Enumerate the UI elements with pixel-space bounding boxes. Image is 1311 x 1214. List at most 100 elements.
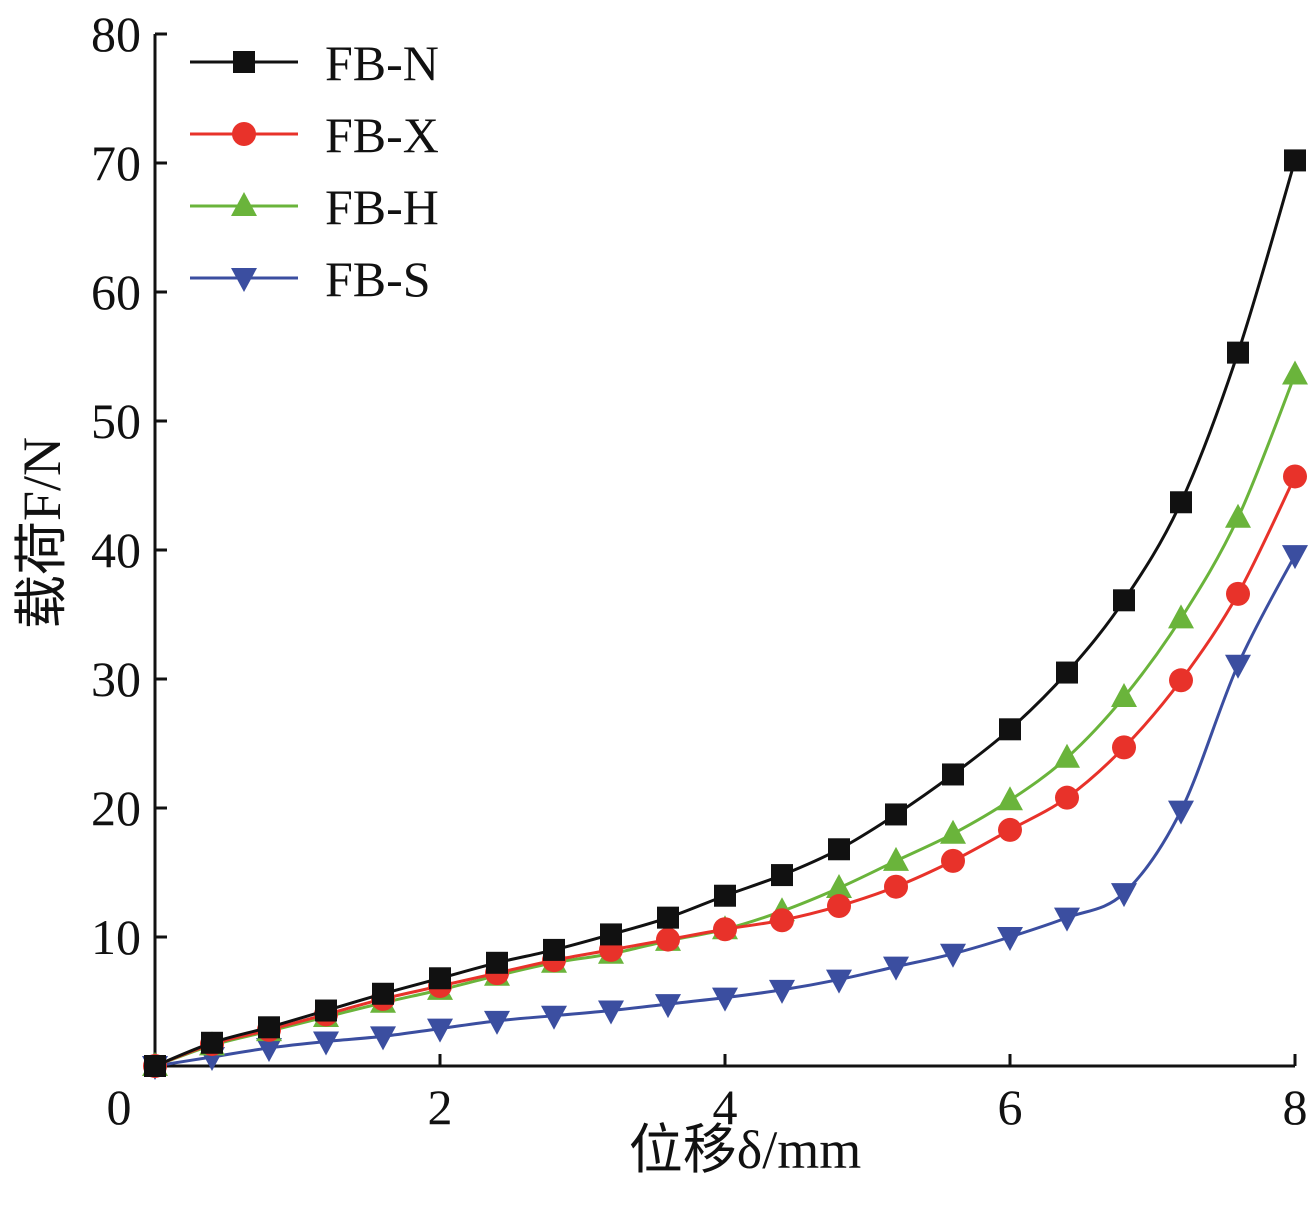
legend-label-fb-x: FB-X <box>325 107 439 163</box>
data-point-fb-s <box>712 987 738 1012</box>
x-tick-label: 2 <box>428 1079 453 1135</box>
data-point-fb-s <box>541 1005 567 1030</box>
data-point-fb-s <box>256 1037 282 1062</box>
y-tick-label: 40 <box>91 522 141 578</box>
data-point-fb-n <box>144 1055 166 1077</box>
data-point-fb-s <box>769 979 795 1004</box>
data-point-fb-s <box>1111 883 1137 908</box>
data-point-fb-h <box>826 873 852 898</box>
y-tick-label: 20 <box>91 780 141 836</box>
legend-marker-fb-h <box>231 192 257 216</box>
legend-item-fb-n: FB-N <box>190 35 439 91</box>
data-point-fb-n <box>657 906 679 929</box>
data-point-fb-x <box>884 874 908 899</box>
data-point-fb-s <box>598 1000 624 1025</box>
data-point-fb-n <box>1170 491 1192 514</box>
data-point-fb-h <box>1168 604 1194 629</box>
data-point-fb-s <box>1168 800 1194 825</box>
y-tick-label: 10 <box>91 909 141 965</box>
y-tick-label: 50 <box>91 393 141 449</box>
data-point-fb-x <box>1169 668 1193 693</box>
data-point-fb-n <box>1056 661 1078 684</box>
ticks: 0 2 4 6 8 10 20 30 40 50 60 70 80 <box>91 6 1308 1135</box>
series-fb-h <box>142 360 1308 1076</box>
data-point-fb-n <box>201 1031 223 1054</box>
data-point-fb-x <box>1055 785 1079 810</box>
data-point-fb-x <box>998 817 1022 842</box>
series-fb-x <box>143 464 1307 1078</box>
data-point-fb-h <box>1111 683 1137 708</box>
data-point-fb-x <box>1283 464 1307 489</box>
data-point-fb-n <box>429 967 451 990</box>
legend-item-fb-s: FB-S <box>190 251 431 307</box>
y-axis-title: 载荷F/N <box>12 437 72 629</box>
data-point-fb-n <box>828 838 850 861</box>
data-point-fb-s <box>427 1018 453 1043</box>
data-point-fb-h <box>1282 360 1308 385</box>
data-point-fb-n <box>600 923 622 946</box>
data-point-fb-x <box>1226 581 1250 606</box>
data-point-fb-n <box>999 718 1021 741</box>
data-point-fb-n <box>1227 341 1249 364</box>
x-tick-label: 6 <box>998 1079 1023 1135</box>
legend-label-fb-h: FB-H <box>325 179 439 235</box>
x-tick-label: 0 <box>107 1079 132 1135</box>
data-point-fb-n <box>1113 589 1135 612</box>
legend-marker-fb-x <box>232 122 256 146</box>
data-point-fb-n <box>1284 149 1306 172</box>
y-tick-label: 80 <box>91 6 141 62</box>
data-point-fb-h <box>997 786 1023 811</box>
data-point-fb-n <box>372 982 394 1005</box>
series-line-fb-s <box>154 554 1297 1068</box>
x-tick-label: 8 <box>1283 1079 1308 1135</box>
data-point-fb-s <box>1054 907 1080 932</box>
data-point-fb-s <box>940 943 966 968</box>
series-fb-n <box>144 149 1306 1077</box>
data-point-fb-h <box>1054 743 1080 768</box>
data-point-fb-n <box>942 763 964 786</box>
legend-label-fb-s: FB-S <box>325 251 431 307</box>
data-point-fb-h <box>940 819 966 844</box>
data-point-fb-x <box>770 908 794 933</box>
data-point-fb-s <box>826 969 852 994</box>
series-line-fb-h <box>154 374 1297 1068</box>
data-point-fb-n <box>486 951 508 974</box>
data-point-fb-n <box>543 938 565 961</box>
data-point-fb-s <box>484 1010 510 1035</box>
data-point-fb-x <box>941 848 965 873</box>
y-tick-label: 70 <box>91 135 141 191</box>
data-point-fb-n <box>714 884 736 907</box>
legend-marker-fb-s <box>231 268 257 292</box>
legend-item-fb-x: FB-X <box>190 107 439 163</box>
data-point-fb-s <box>883 956 909 981</box>
x-tick-label: 4 <box>713 1079 738 1135</box>
data-point-fb-x <box>656 927 680 952</box>
y-tick-label: 30 <box>91 651 141 707</box>
axis-titles: 位移δ/mm 载荷F/N <box>12 437 861 1180</box>
data-point-fb-s <box>370 1026 396 1051</box>
series-line-fb-x <box>154 475 1297 1068</box>
data-point-fb-s <box>1225 654 1251 679</box>
data-point-fb-s <box>997 927 1023 951</box>
legend-label-fb-n: FB-N <box>325 35 439 91</box>
x-axis-title: 位移δ/mm <box>629 1120 861 1180</box>
data-point-fb-s <box>655 994 681 1019</box>
data-point-fb-s <box>1282 545 1308 570</box>
series-fb-s <box>142 545 1308 1080</box>
data-point-fb-x <box>827 894 851 919</box>
legend: FB-N FB-X FB-H FB-S <box>190 35 439 307</box>
legend-item-fb-h: FB-H <box>190 179 439 235</box>
series-group <box>142 149 1308 1080</box>
data-point-fb-s <box>313 1031 339 1056</box>
legend-marker-fb-n <box>233 51 255 73</box>
data-point-fb-n <box>315 999 337 1022</box>
data-point-fb-x <box>713 917 737 942</box>
data-point-fb-n <box>885 803 907 826</box>
data-point-fb-h <box>883 846 909 871</box>
data-point-fb-x <box>1112 735 1136 760</box>
data-point-fb-h <box>1225 503 1251 528</box>
y-tick-label: 60 <box>91 264 141 320</box>
data-point-fb-n <box>258 1016 280 1039</box>
data-point-fb-n <box>771 864 793 887</box>
